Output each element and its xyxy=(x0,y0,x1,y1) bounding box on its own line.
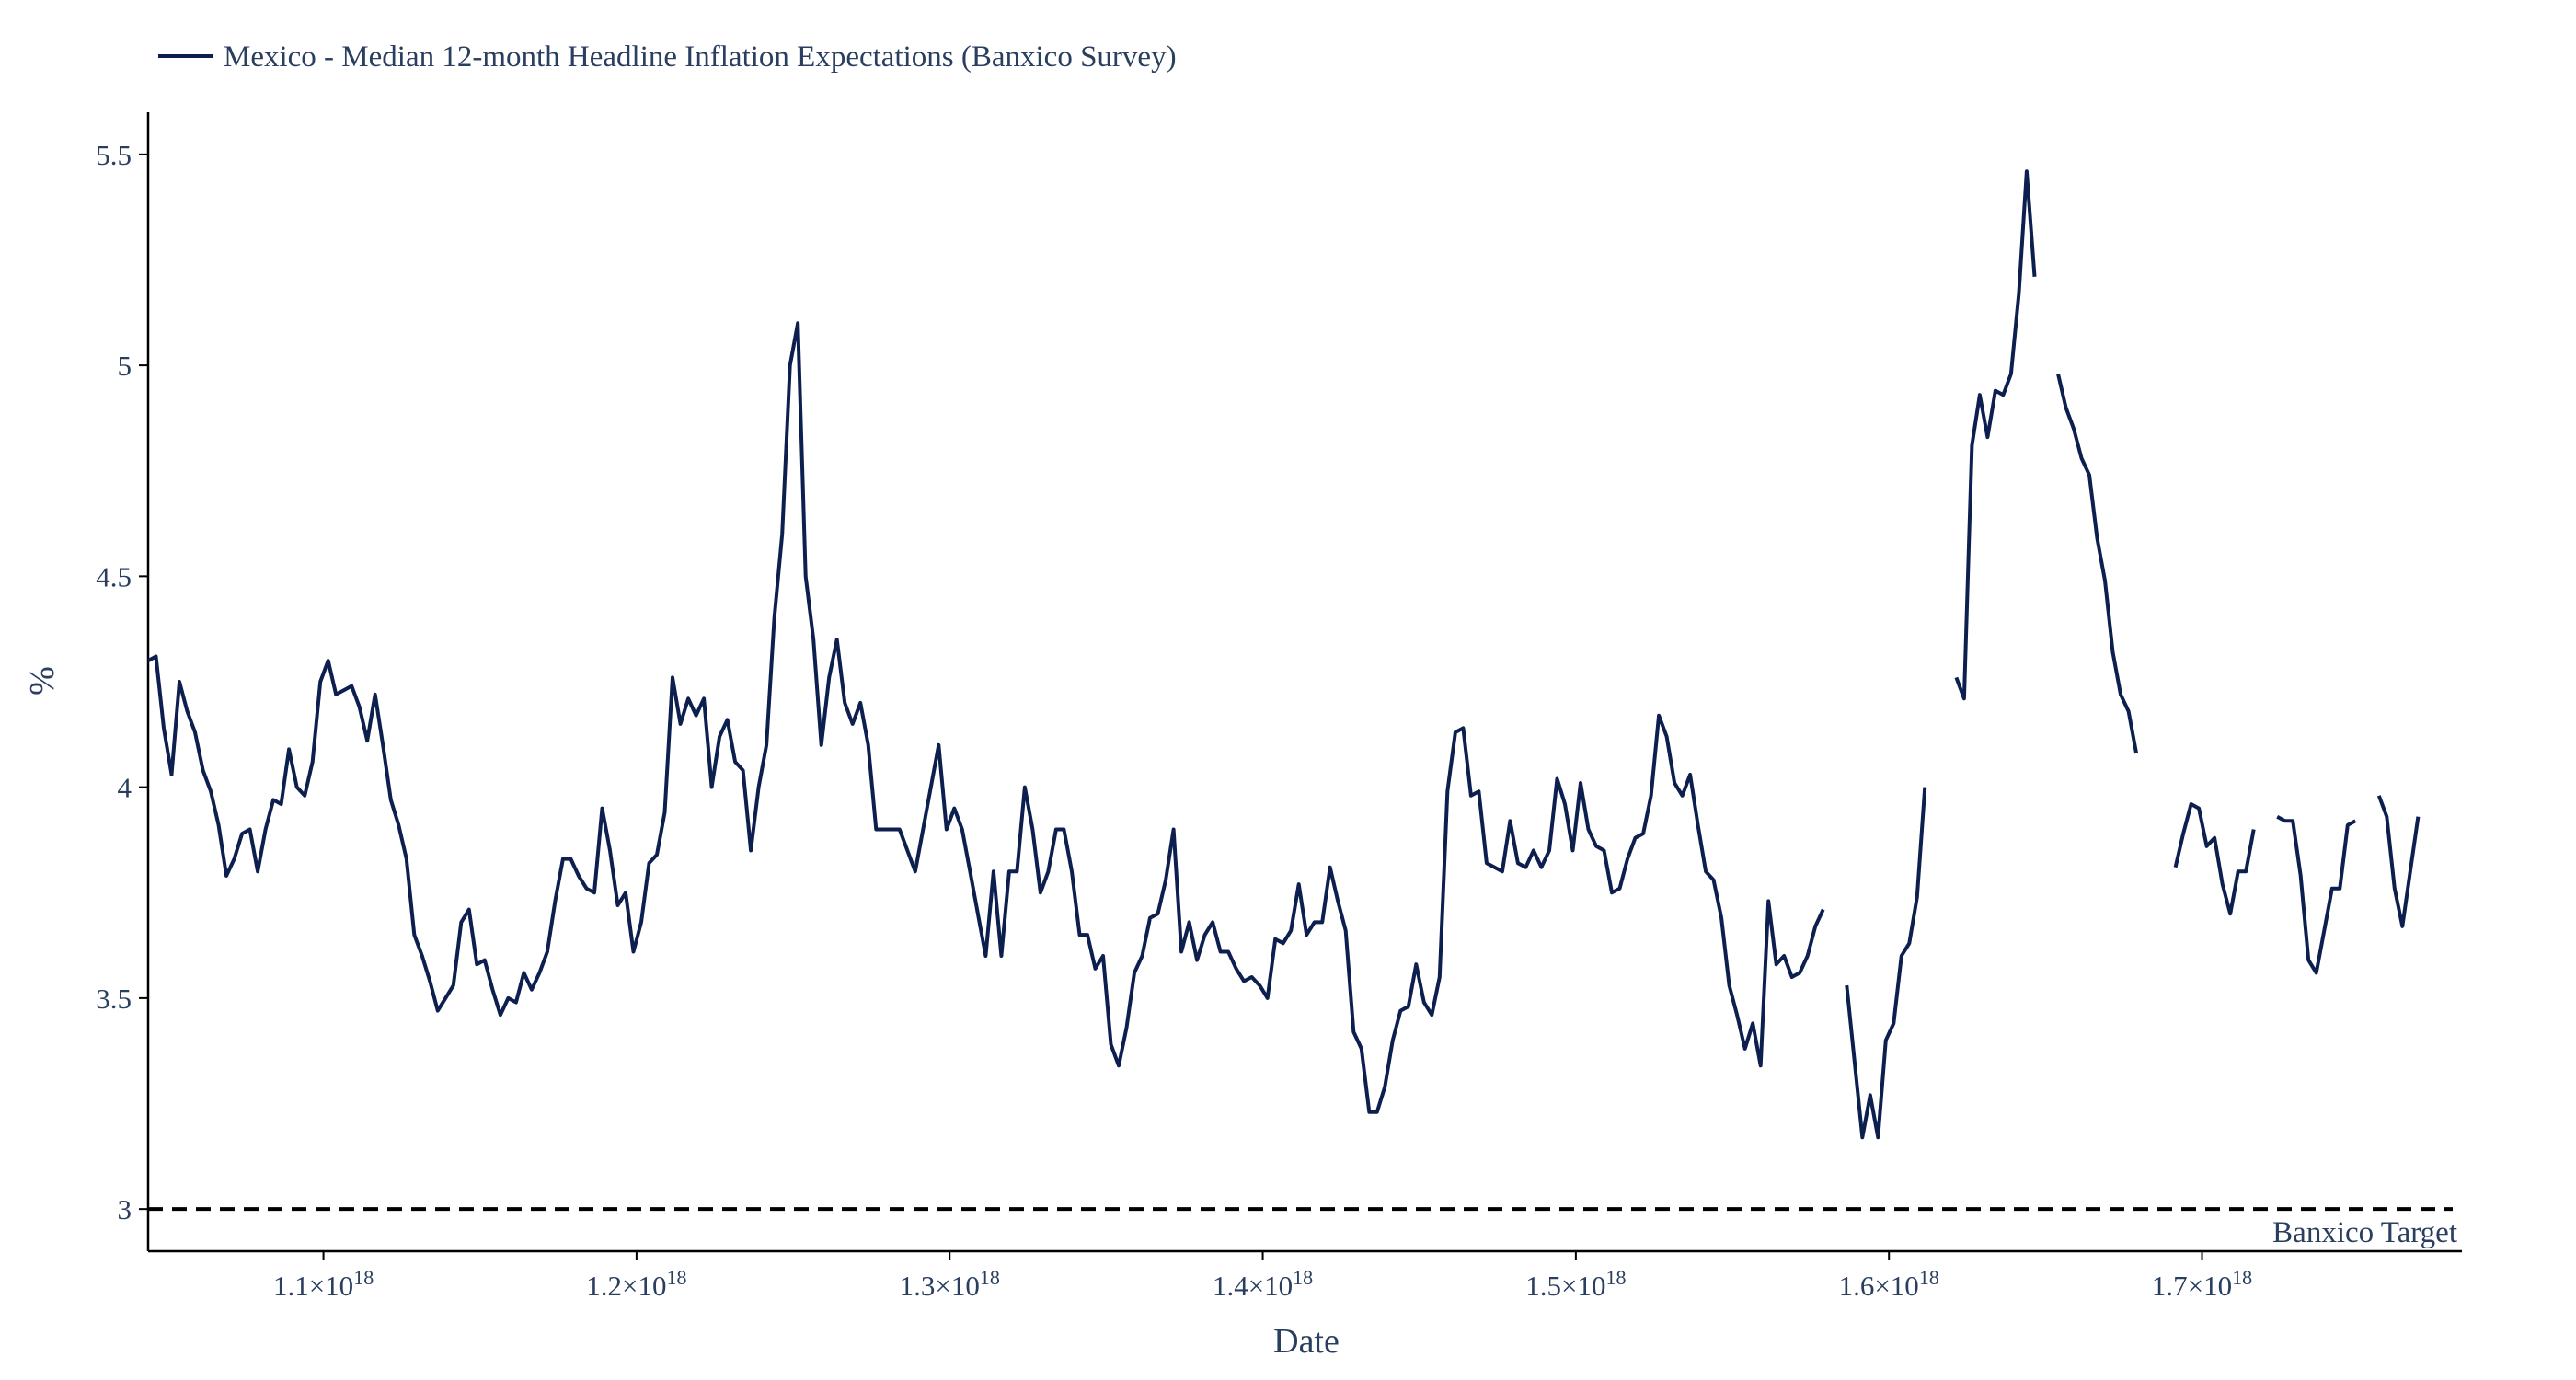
y-ticks: 3 3.5 4 4.5 5 5.5 xyxy=(96,139,148,1225)
x-tick-label: 1.6×1018 xyxy=(1839,1266,1939,1302)
series-path xyxy=(147,169,2421,1140)
legend: Mexico - Median 12-month Headline Inflat… xyxy=(158,40,1177,74)
legend-label: Mexico - Median 12-month Headline Inflat… xyxy=(224,40,1177,74)
y-axis-title: % xyxy=(23,666,62,696)
x-tick-label: 1.3×1018 xyxy=(900,1266,1000,1302)
x-tick-label: 1.2×1018 xyxy=(586,1266,686,1302)
y-tick-label: 5.5 xyxy=(96,139,132,171)
y-tick-label: 4 xyxy=(118,772,132,804)
series-layer xyxy=(147,169,2421,1140)
x-tick-label: 1.4×1018 xyxy=(1213,1266,1313,1302)
series-line xyxy=(147,169,2421,1140)
y-tick-label: 4.5 xyxy=(96,560,132,592)
y-tick-label: 3 xyxy=(118,1193,132,1225)
y-tick-label: 3.5 xyxy=(96,983,132,1015)
x-axis-title: Date xyxy=(1273,1322,1340,1361)
x-ticks: 1.1×1018 1.2×1018 1.3×1018 1.4×1018 1.5×1018… xyxy=(273,1251,2252,1302)
reference-line-label: Banxico Target xyxy=(2272,1216,2457,1249)
reference-lines: Banxico Target xyxy=(148,1207,2457,1249)
x-tick-label: 1.5×1018 xyxy=(1525,1266,1626,1302)
axes: 3 3.5 4 4.5 5 5.5 1.1×1018 1.2×1018 1.3×1018 1.4… xyxy=(96,112,2462,1302)
x-tick-label: 1.7×1018 xyxy=(2152,1266,2252,1302)
y-tick-label: 5 xyxy=(118,350,132,382)
x-tick-label: 1.1×1018 xyxy=(273,1266,374,1302)
